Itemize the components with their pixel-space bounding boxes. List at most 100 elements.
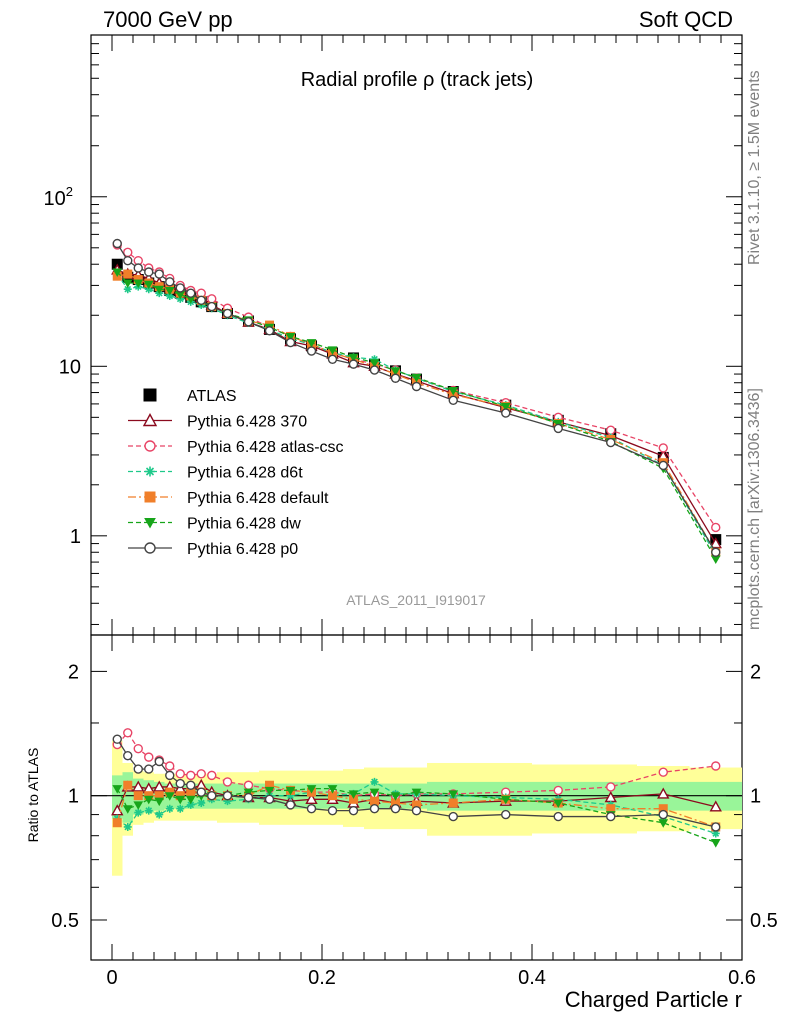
- data-point-dw: [348, 353, 359, 363]
- main-axes: 1 10 102: [44, 34, 743, 635]
- ratio-point-370: [657, 787, 670, 799]
- ratio-band-inner: [112, 775, 123, 819]
- ratio-point-atlas-csc: [165, 761, 175, 771]
- ratio-point-atlas-csc: [222, 777, 233, 787]
- ratio-point-p0: [348, 805, 359, 816]
- ratio-point-p0: [243, 792, 254, 803]
- ratio-y-tick-label: 2: [68, 661, 79, 683]
- ratio-point-p0: [133, 764, 143, 774]
- ratio-point-p0: [501, 809, 511, 820]
- data-point-default: [123, 269, 133, 279]
- ratio-point-atlas-csc: [658, 767, 668, 777]
- data-point-atlas-csc: [658, 443, 668, 453]
- ratio-point-d6t: [370, 777, 379, 786]
- ratio-point-dw: [348, 790, 359, 799]
- ratio-point-dw: [264, 786, 275, 796]
- data-point-dw: [306, 339, 317, 348]
- ratio-point-dw: [500, 795, 511, 805]
- ratio-series-dw: [112, 785, 721, 848]
- ratio-point-atlas-csc: [553, 785, 563, 796]
- ratio-point-p0: [411, 805, 422, 816]
- ratio-band-inner: [122, 772, 133, 823]
- data-point-p0: [390, 373, 401, 383]
- ratio-point-p0: [154, 756, 164, 767]
- data-point-p0: [501, 408, 511, 418]
- ratio-point-370: [709, 800, 722, 812]
- data-point-d6t: [165, 291, 174, 300]
- data-point-p0: [306, 346, 317, 356]
- ratio-point-dw: [390, 792, 401, 801]
- data-point-dw: [164, 286, 175, 296]
- data-point-p0: [369, 365, 380, 375]
- ratio-point-p0: [711, 822, 721, 832]
- x-tick-label: 0.6: [728, 967, 756, 989]
- ratio-point-p0: [196, 787, 206, 797]
- y-tick-label: 10: [59, 356, 81, 378]
- ratio-point-atlas-csc: [243, 780, 254, 790]
- analysis-watermark: ATLAS_2011_I919017: [346, 592, 486, 608]
- data-point-dw: [411, 373, 422, 383]
- ratio-series-p0: [112, 734, 721, 832]
- legend-label-default: Pythia 6.428 default: [187, 490, 329, 507]
- ratio-point-default: [133, 791, 143, 801]
- ratio-y-tick-label-right: 2: [750, 661, 761, 683]
- ratio-point-default: [448, 798, 458, 808]
- legend-marker-d6t: [145, 466, 155, 477]
- legend-marker-p0: [144, 542, 156, 554]
- ratio-point-p0: [123, 750, 133, 761]
- ratio-point-dw: [306, 785, 317, 794]
- ratio-point-p0: [186, 780, 196, 790]
- ratio-point-dw: [185, 795, 196, 805]
- data-point-p0: [711, 547, 721, 557]
- process-label: Soft QCD: [638, 7, 733, 32]
- data-point-dw: [154, 285, 165, 295]
- data-point-atlas-csc: [606, 425, 616, 435]
- ratio-point-dw: [243, 788, 254, 798]
- ratio-point-dw: [553, 799, 564, 809]
- ratio-point-p0: [285, 800, 296, 810]
- ratio-point-p0: [222, 790, 233, 801]
- ratio-point-d6t: [144, 806, 153, 815]
- ratio-point-d6t: [286, 791, 295, 800]
- legend-marker-370: [142, 413, 158, 427]
- ratio-point-p0: [144, 764, 154, 774]
- legend-label-d6t: Pythia 6.428 d6t: [187, 465, 303, 482]
- data-point-dw: [369, 359, 380, 368]
- data-point-dw: [285, 332, 296, 342]
- ratio-point-dw: [154, 797, 165, 807]
- ratio-point-default: [123, 780, 133, 790]
- legend-marker-dw: [144, 518, 156, 529]
- legend-marker-default: [144, 491, 156, 503]
- ratio-point-atlas-csc: [207, 770, 217, 781]
- ratio-point-dw: [133, 801, 144, 810]
- data-point-dw: [112, 268, 123, 277]
- ratio-y-tick-label-right: 0.5: [750, 910, 778, 932]
- data-point-dw: [143, 280, 154, 290]
- legend-label-dw: Pythia 6.428 dw: [187, 516, 301, 533]
- ratio-point-370: [153, 780, 166, 792]
- legend-entry-ATLAS: ATLAS: [143, 388, 237, 405]
- series-line-d6t: [116, 273, 717, 556]
- ratio-point-atlas-csc: [123, 728, 133, 738]
- ratio-point-d6t: [711, 829, 720, 838]
- ratio-y-tick-label: 0.5: [51, 910, 79, 932]
- ratio-point-atlas-csc: [186, 770, 196, 781]
- data-point-p0: [243, 317, 254, 327]
- ratio-point-d6t: [165, 804, 174, 813]
- data-point-p0: [327, 354, 338, 364]
- data-point-p0: [553, 423, 563, 434]
- ratio-point-dw: [122, 805, 133, 814]
- legend-label-370: Pythia 6.428 370: [187, 414, 307, 431]
- ratio-point-d6t: [197, 799, 206, 808]
- ratio-line-atlas-csc: [116, 731, 716, 797]
- y-axis-label: Ratio to ATLAS: [25, 748, 41, 843]
- ratio-point-p0: [112, 734, 122, 744]
- ratio-point-dw: [327, 785, 338, 794]
- ratio-point-default: [370, 796, 379, 806]
- ratio-point-dw: [658, 819, 669, 828]
- energy-label: 7000 GeV pp: [103, 7, 233, 32]
- series-line-default: [117, 273, 717, 553]
- data-point-p0: [123, 255, 133, 266]
- data-point-p0: [154, 269, 164, 279]
